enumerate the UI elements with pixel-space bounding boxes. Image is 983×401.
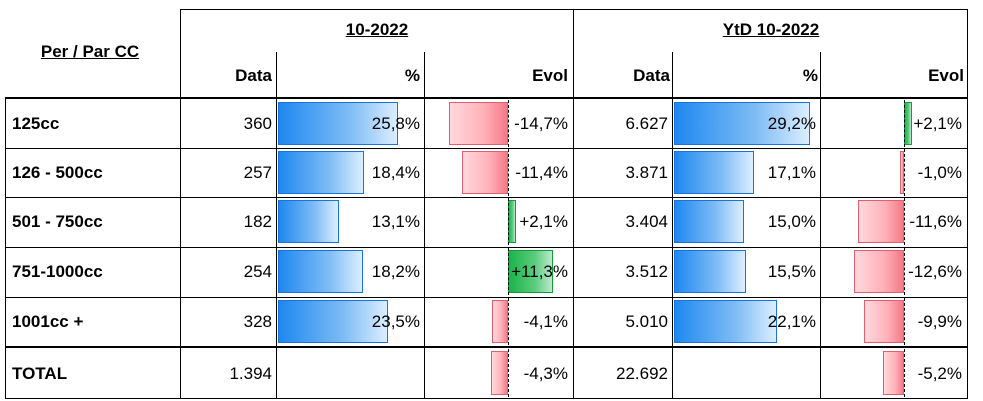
evol-axis-total-month-0 <box>508 349 509 397</box>
cell-pct-ytd: 15,5% <box>767 262 816 281</box>
total-evol-month: -4,3% <box>523 364 568 383</box>
cell-evol-month: -4,1% <box>523 312 568 331</box>
cell-evol-month: -14,7% <box>514 114 568 133</box>
row-label: 126 - 500cc <box>12 163 103 182</box>
cell-data-month: 257 <box>243 163 272 182</box>
row-label: 751-1000cc <box>12 262 103 281</box>
cell-evol-ytd: -11,6% <box>909 212 962 231</box>
evol-bar-ytd-3 <box>853 250 904 293</box>
total-data-ytd: 22.692 <box>616 364 668 383</box>
evol-bar-month-0 <box>449 102 508 145</box>
evol-axis-total-ytd-0 <box>904 349 905 397</box>
total-evol-ytd: -5,2% <box>917 364 962 383</box>
cell-evol-month: +11,3% <box>511 262 568 281</box>
cell-evol-month: +2,1% <box>519 212 568 231</box>
evol-bar-month-1 <box>462 151 508 194</box>
cell-evol-month: -11,4% <box>515 163 568 182</box>
evol-bar-month-4 <box>491 300 508 343</box>
evol-bar-month-3 <box>508 250 554 293</box>
grid-top <box>180 9 968 10</box>
cell-pct-month: 25,8% <box>371 114 420 133</box>
share-bar-ytd-1 <box>674 151 754 194</box>
grid-row-line <box>5 148 968 149</box>
cell-pct-ytd: 15,0% <box>767 212 816 231</box>
grid-row-line <box>5 197 968 198</box>
grid-row-line <box>5 297 968 298</box>
cell-data-month: 254 <box>243 262 272 281</box>
evol-axis-ytd-0 <box>904 100 905 147</box>
cell-data-ytd: 6.627 <box>625 114 668 133</box>
evol-axis-ytd-2 <box>904 198 905 245</box>
share-bar-ytd-2 <box>674 200 744 243</box>
cell-pct-month: 13,1% <box>371 212 420 231</box>
share-bar-month-4 <box>278 300 388 343</box>
cell-data-ytd: 3.871 <box>625 163 668 182</box>
grid-col-sep <box>424 52 425 399</box>
col-pct-month: % <box>404 66 420 85</box>
grid-total-top <box>5 346 968 348</box>
cell-pct-month: 23,5% <box>371 312 420 331</box>
evol-axis-month-2 <box>508 198 509 245</box>
col-data-ytd: Data <box>633 66 670 85</box>
cell-data-ytd: 3.512 <box>625 262 668 281</box>
share-bar-month-0 <box>278 102 399 145</box>
cell-evol-ytd: -12,6% <box>908 262 962 281</box>
evol-axis-month-4 <box>508 298 509 345</box>
evol-bar-ytd-4 <box>864 300 904 343</box>
group-ytd-title: YtD 10-2022 <box>722 20 820 39</box>
grid-right <box>967 9 968 399</box>
grid-left <box>5 97 6 399</box>
share-bar-ytd-3 <box>674 250 747 293</box>
cell-pct-ytd: 22,1% <box>767 312 816 331</box>
row-title: Per / Par CC <box>40 42 140 61</box>
cell-evol-ytd: -9,9% <box>917 312 962 331</box>
cell-pct-ytd: 17,1% <box>767 163 816 182</box>
cell-evol-ytd: -1,0% <box>917 163 962 182</box>
share-bar-ytd-0 <box>674 102 811 145</box>
evol-bar-total-month-0 <box>490 351 508 395</box>
row-label: 501 - 750cc <box>12 212 103 231</box>
cell-pct-month: 18,4% <box>371 163 420 182</box>
row-label: 1001cc + <box>12 312 84 331</box>
col-data-month: Data <box>235 66 272 85</box>
grid-bottom <box>5 398 968 399</box>
grid-col-sep <box>276 52 277 399</box>
cell-data-month: 328 <box>243 312 272 331</box>
evol-axis-ytd-3 <box>904 248 905 295</box>
grid-row-line <box>5 247 968 248</box>
evol-axis-month-0 <box>508 100 509 147</box>
cell-data-ytd: 5.010 <box>625 312 668 331</box>
evol-bar-total-ytd-0 <box>883 351 904 395</box>
share-bar-month-1 <box>278 151 364 194</box>
cell-evol-ytd: +2,1% <box>913 114 962 133</box>
grid-col-sep <box>672 52 673 399</box>
cell-data-ytd: 3.404 <box>625 212 668 231</box>
evol-axis-ytd-4 <box>904 298 905 345</box>
share-bar-ytd-4 <box>674 300 778 343</box>
grid-header-bottom <box>5 97 968 99</box>
evol-axis-ytd-1 <box>904 149 905 196</box>
total-label: TOTAL <box>12 364 68 383</box>
evol-axis-month-3 <box>508 248 509 295</box>
group-month-title: 10-2022 <box>345 20 409 39</box>
cell-data-month: 360 <box>243 114 272 133</box>
cell-pct-ytd: 29,2% <box>767 114 816 133</box>
cell-data-month: 182 <box>243 212 272 231</box>
grid-col-sep <box>820 52 821 399</box>
grid-group-sep <box>573 9 574 399</box>
col-evol-month: Evol <box>532 66 568 85</box>
evol-bar-ytd-1 <box>900 151 904 194</box>
share-bar-month-2 <box>278 200 340 243</box>
share-bar-month-3 <box>278 250 363 293</box>
evol-bar-ytd-2 <box>857 200 904 243</box>
row-label: 125cc <box>12 114 60 133</box>
total-data-month: 1.394 <box>229 364 272 383</box>
grid-label-sep <box>180 9 181 399</box>
col-evol-ytd: Evol <box>928 66 964 85</box>
col-pct-ytd: % <box>802 66 818 85</box>
evol-axis-month-1 <box>508 149 509 196</box>
cell-pct-month: 18,2% <box>371 262 420 281</box>
